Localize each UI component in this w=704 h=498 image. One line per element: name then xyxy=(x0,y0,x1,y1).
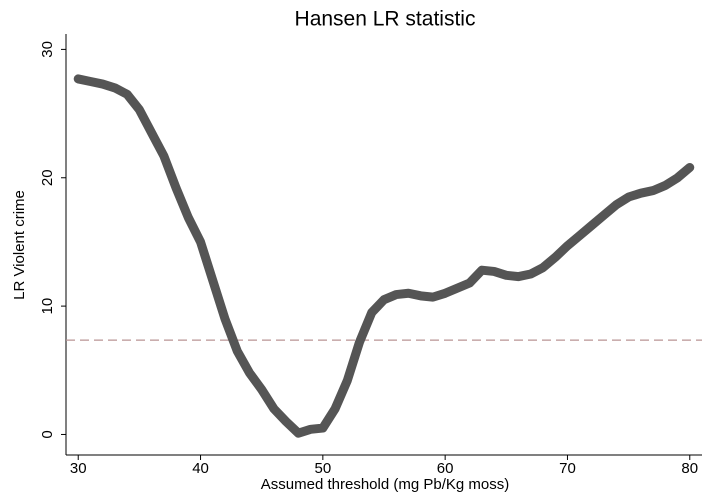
y-tick-label: 0 xyxy=(39,430,56,438)
x-axis-label: Assumed threshold (mg Pb/Kg moss) xyxy=(261,476,509,493)
y-tick-label: 20 xyxy=(39,169,56,186)
x-tick-label: 50 xyxy=(315,460,332,477)
chart-title: Hansen LR statistic xyxy=(295,8,476,31)
y-tick-label: 10 xyxy=(39,298,56,315)
data-line xyxy=(73,74,695,438)
y-axis-label: LR Violent crime xyxy=(11,190,28,300)
y-tick-label: 30 xyxy=(39,41,56,58)
x-tick-label: 80 xyxy=(681,460,698,477)
x-tick-label: 40 xyxy=(192,460,209,477)
x-tick-label: 60 xyxy=(437,460,454,477)
x-tick-label: 70 xyxy=(559,460,576,477)
x-tick-label: 30 xyxy=(70,460,87,477)
